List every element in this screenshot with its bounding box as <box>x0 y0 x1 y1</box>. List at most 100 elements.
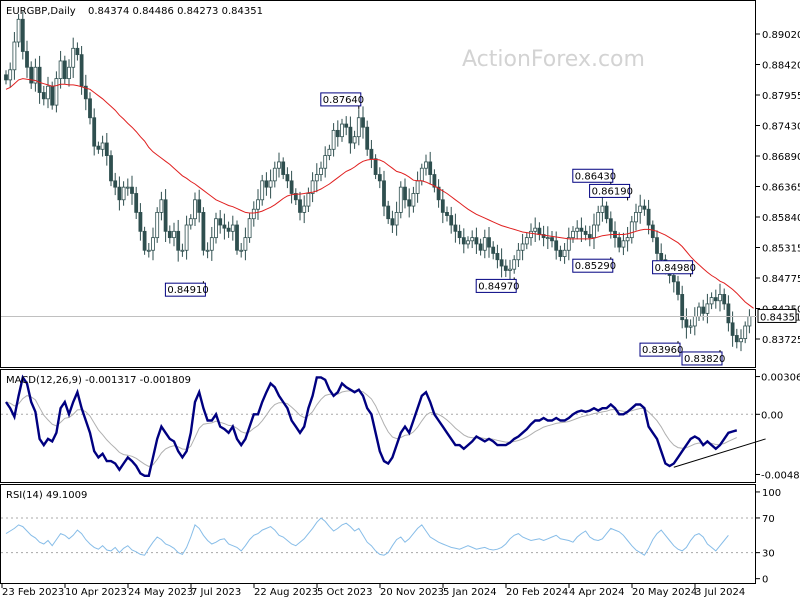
x-tick-label: 7 Jul 2023 <box>191 587 241 598</box>
candle-body <box>113 180 118 188</box>
ohlc-readout: 0.84374 0.84486 0.84273 0.84351 <box>88 6 263 17</box>
candle-body <box>41 92 46 100</box>
last-price-tag <box>757 308 797 323</box>
macd-pane-frame <box>0 369 756 483</box>
rsi-tick-label: 30 <box>762 549 775 560</box>
candle-body <box>83 85 88 100</box>
annotation-box <box>681 351 723 366</box>
candle-body <box>449 215 454 226</box>
candle-body <box>25 51 29 68</box>
candle-body <box>222 224 227 229</box>
candle-body <box>109 155 113 182</box>
candle-body <box>503 265 508 271</box>
candle-body <box>583 230 588 235</box>
candle-body <box>214 218 218 239</box>
candle-body <box>226 227 231 232</box>
candle-body <box>436 186 441 201</box>
candle-body <box>566 237 571 251</box>
x-tick-label: 5 Oct 2023 <box>317 587 372 598</box>
macd-tick-label: 0.003066 <box>761 373 800 384</box>
candle-body <box>12 41 17 71</box>
candle-body <box>369 148 374 160</box>
candle-body <box>142 230 147 251</box>
candle-body <box>230 224 235 232</box>
rsi-pane: 100 70 30 0 <box>1 488 781 586</box>
candle-body <box>302 205 307 213</box>
candle-body <box>167 230 172 239</box>
candle-body <box>600 205 605 213</box>
candle-body <box>335 129 340 138</box>
candle-body <box>272 167 277 182</box>
candle-body <box>243 237 248 251</box>
candle-body <box>718 294 722 302</box>
candle-body <box>394 211 399 226</box>
annotation-label: 0.87640 <box>323 95 364 106</box>
x-tick-label: 3 Jul 2024 <box>695 587 745 598</box>
candle-body <box>96 145 101 150</box>
candle-body <box>58 60 63 80</box>
candle-body <box>697 306 701 317</box>
annotation-box <box>475 278 517 293</box>
candle-body <box>634 211 638 223</box>
candle-body <box>104 142 109 157</box>
macd-line <box>5 374 738 477</box>
candle-body <box>571 230 575 239</box>
x-tick-label: 20 May 2024 <box>632 587 697 598</box>
candle-body <box>604 205 609 220</box>
candle-body <box>722 294 727 305</box>
candle-body <box>495 253 500 261</box>
candle-body <box>172 230 176 239</box>
candle-body <box>62 60 67 80</box>
candle-body <box>377 174 382 182</box>
candle-body <box>88 98 92 119</box>
candle-body <box>726 303 731 324</box>
candle-body <box>579 227 584 232</box>
candle-body <box>344 123 349 128</box>
candle-body <box>130 186 134 194</box>
candle-body <box>424 161 428 169</box>
candle-body <box>701 306 706 314</box>
annotation-box <box>639 342 681 357</box>
candle-body <box>554 240 559 251</box>
candle-body <box>319 167 323 175</box>
candle-body <box>688 325 693 328</box>
candle-body <box>709 297 714 305</box>
candle-body <box>545 237 550 240</box>
candle-body <box>247 218 252 239</box>
candle-body <box>428 161 433 175</box>
moving-average-line <box>5 78 754 309</box>
candle-body <box>310 180 315 194</box>
rsi-pane-frame <box>0 484 756 584</box>
last-price-label: 0.84351 <box>760 312 800 323</box>
candle-body <box>197 199 202 213</box>
annotation-box <box>652 260 694 275</box>
candle-body <box>46 85 50 100</box>
candle-body <box>205 249 210 252</box>
candle-body <box>340 123 344 138</box>
candle-body <box>440 199 445 213</box>
candle-body <box>478 243 483 251</box>
candle-body <box>20 18 25 52</box>
price-tick-label: 0.88420 <box>762 61 800 72</box>
candle-body <box>596 211 601 226</box>
macd-trendline <box>673 438 766 468</box>
price-tick-label: 0.85315 <box>762 244 800 255</box>
candle-body <box>642 205 647 210</box>
x-tick-label: 5 Jan 2024 <box>443 587 497 598</box>
candle-body <box>188 218 193 226</box>
annotation-box <box>589 183 631 198</box>
candle-body <box>298 199 302 213</box>
annotation-label: 0.83960 <box>642 345 683 356</box>
candle-body <box>419 167 424 182</box>
rsi-pane-title: RSI(14) 49.1009 <box>6 490 87 501</box>
candle-body <box>289 180 294 194</box>
candle-body <box>692 316 697 327</box>
candle-body <box>293 193 298 201</box>
candle-body <box>331 129 336 150</box>
macd-tick-label: 0.00 <box>761 410 783 421</box>
price-tick-label: 0.86890 <box>762 152 800 163</box>
annotation-label: 0.84910 <box>167 285 208 296</box>
macd-pane-title: MACD(12,26,9) -0.001317 -0.001809 <box>6 375 191 386</box>
candle-body <box>54 78 59 106</box>
candle-body <box>260 180 265 201</box>
